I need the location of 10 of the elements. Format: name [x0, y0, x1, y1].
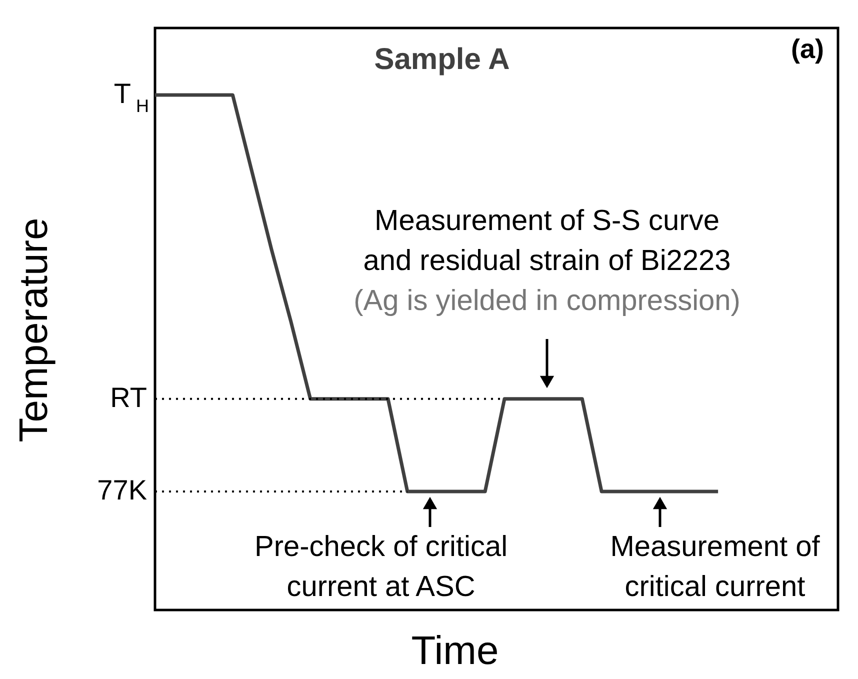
text: (a): [791, 34, 824, 64]
annotation: Measurement of S-S curve and residual strain of Bi2223: [363, 205, 731, 277]
ref-line-label: 77K: [97, 474, 148, 506]
y-axis-title: Temperature: [12, 218, 56, 442]
x-axis-title: Time: [411, 629, 499, 673]
ref-line-label: RT: [110, 382, 147, 413]
annotation: (Ag is yielded in compression): [354, 285, 740, 317]
annotation: Pre-check of critical current at ASC: [254, 531, 508, 603]
annotation: Measurement of critical current: [610, 531, 821, 603]
chart-title: Sample A: [374, 43, 510, 76]
